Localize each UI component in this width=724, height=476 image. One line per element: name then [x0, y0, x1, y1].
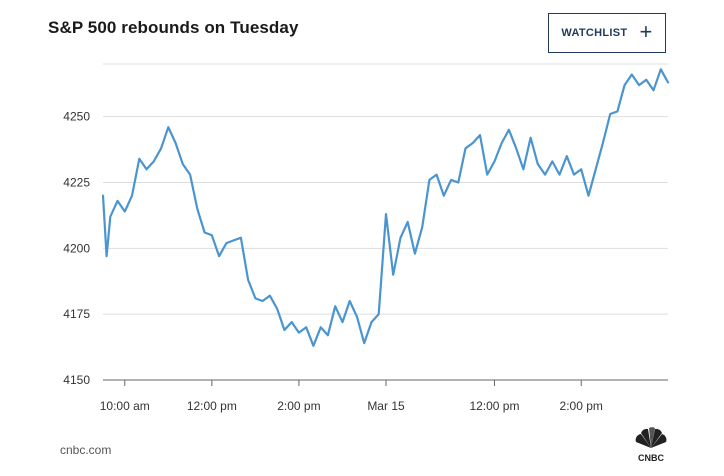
x-tick-label: 2:00 pm [277, 399, 320, 413]
y-tick-label: 4150 [63, 373, 90, 387]
y-tick-label: 4250 [63, 110, 90, 124]
x-tick-label: 2:00 pm [560, 399, 603, 413]
x-tick-label: 12:00 pm [469, 399, 519, 413]
y-axis: 4150 4175 4200 4225 4250 [63, 110, 90, 387]
series-layer [101, 68, 670, 347]
cnbc-peacock-logo: CNBC [632, 427, 670, 463]
x-tick-label: 10:00 am [100, 399, 150, 413]
y-tick-label: 4175 [63, 307, 90, 321]
watchlist-label: WATCHLIST [561, 27, 628, 39]
series-line [101, 68, 670, 347]
x-tick-label: Mar 15 [367, 399, 405, 413]
gridlines [103, 63, 668, 381]
logo-text: CNBC [638, 453, 664, 463]
x-axis: 10:00 am 12:00 pm 2:00 pm Mar 15 12:00 pm 2:0… [100, 380, 603, 413]
watchlist-button[interactable]: WATCHLIST + [548, 13, 666, 53]
y-tick-label: 4225 [63, 176, 90, 190]
source-label: cnbc.com [60, 443, 112, 457]
plus-icon: + [639, 19, 653, 44]
y-tick-label: 4200 [63, 241, 90, 255]
chart-title: S&P 500 rebounds on Tuesday [48, 18, 299, 37]
x-tick-label: 12:00 pm [187, 399, 237, 413]
